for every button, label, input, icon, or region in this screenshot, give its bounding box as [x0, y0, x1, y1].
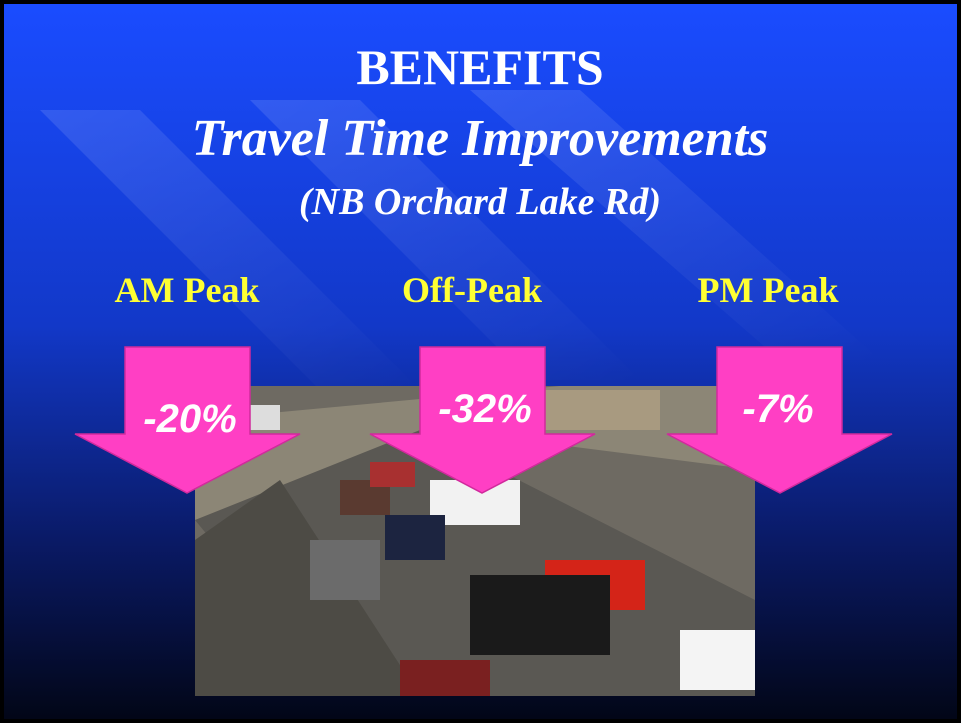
period-label: AM Peak: [115, 270, 260, 310]
page: BENEFITS Travel Time Improvements (NB Or…: [0, 0, 961, 723]
period-label: PM Peak: [698, 270, 839, 310]
slide: BENEFITS Travel Time Improvements (NB Or…: [0, 0, 961, 723]
period-change: -20%: [143, 397, 236, 441]
title: BENEFITS: [356, 39, 603, 95]
period-label: Off-Peak: [402, 270, 542, 310]
subtitle: Travel Time Improvements: [192, 110, 769, 167]
period-change: -32%: [438, 387, 531, 431]
period-change: -7%: [742, 387, 813, 431]
location: (NB Orchard Lake Rd): [299, 181, 661, 223]
